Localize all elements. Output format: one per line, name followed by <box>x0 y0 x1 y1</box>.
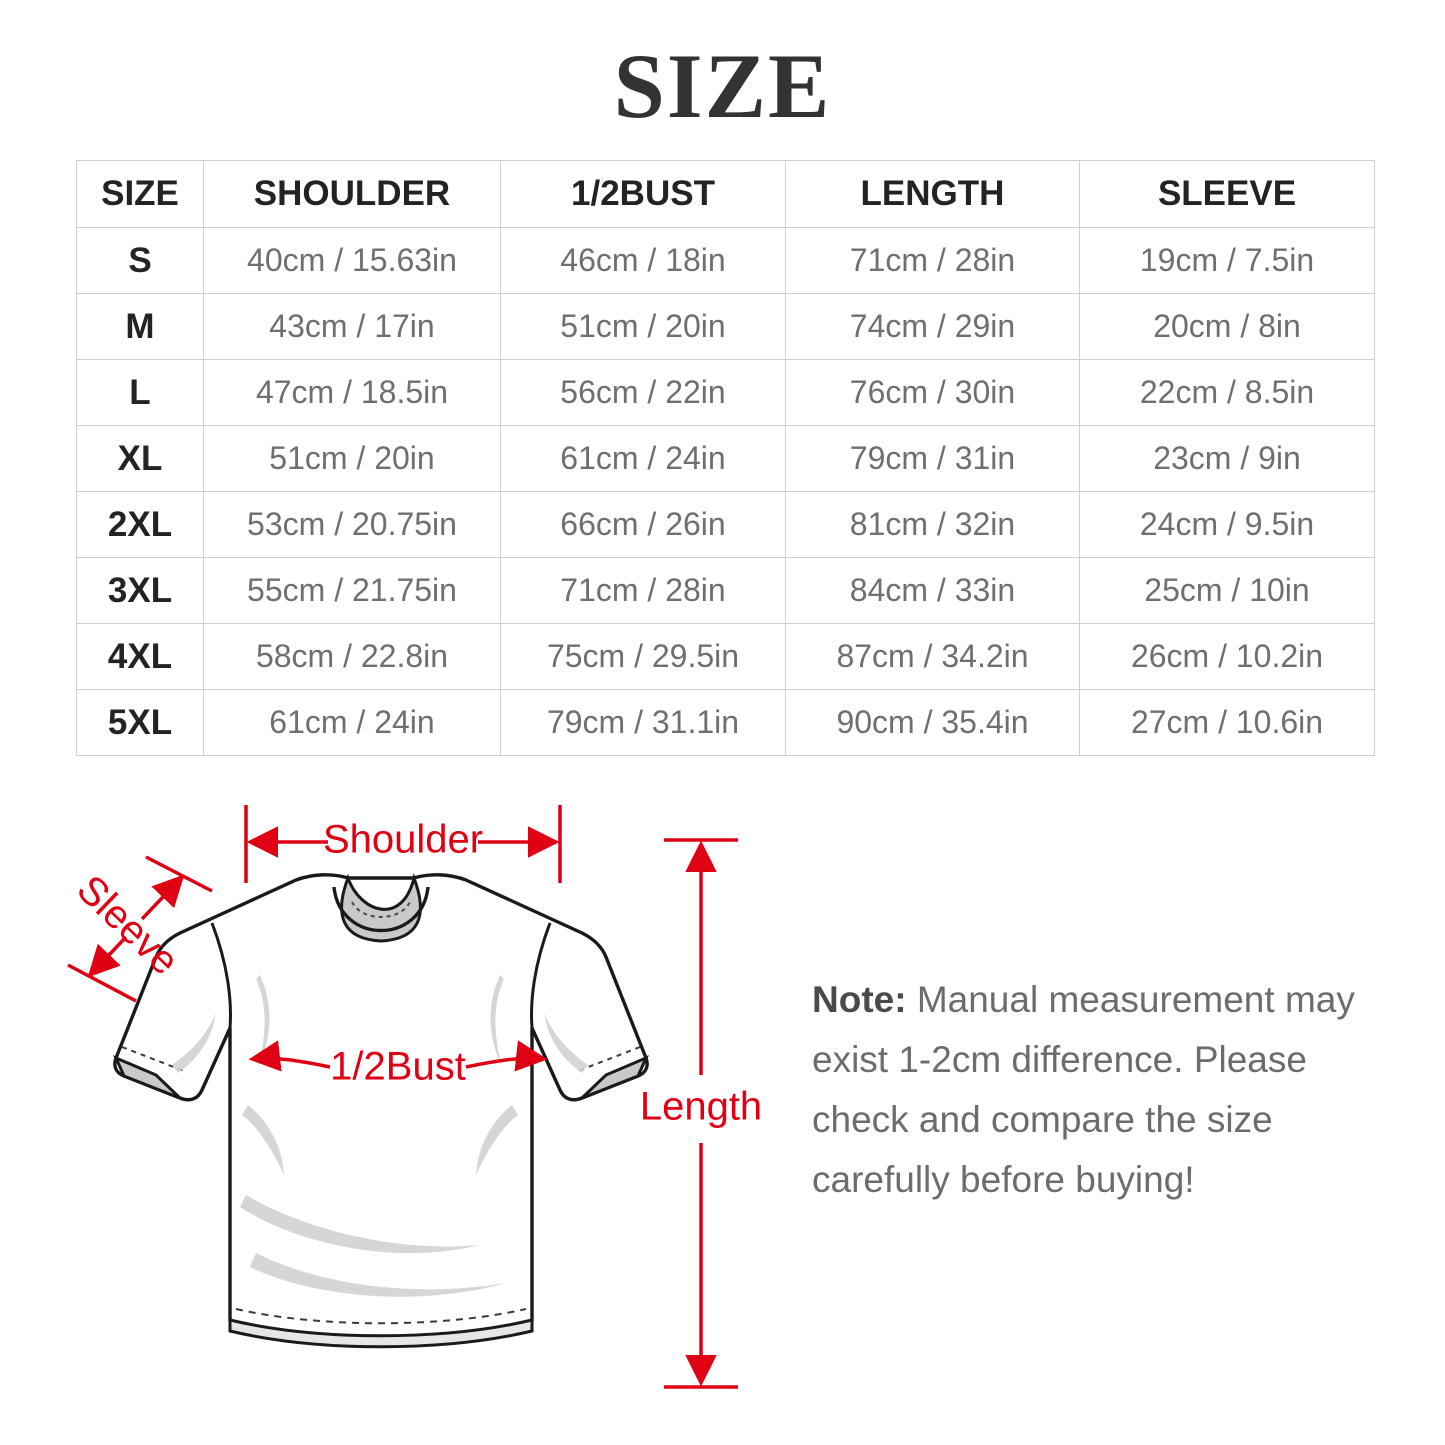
cell-bust: 71cm / 28in <box>500 557 786 624</box>
cell-shoulder: 55cm / 21.75in <box>203 557 501 624</box>
tshirt-left-sleeve-hem <box>113 1055 182 1100</box>
cell-shoulder: 53cm / 20.75in <box>203 491 501 558</box>
measurement-diagram: Shoulder Sleeve 1/2Bust Length Note: Man… <box>0 775 1445 1445</box>
table-body: S 40cm / 15.63in 46cm / 18in 71cm / 28in… <box>76 227 1375 756</box>
length-label: Length <box>640 1085 762 1129</box>
tshirt-left-sleeve-stitch <box>121 1046 185 1072</box>
tshirt-left-shoulder-seam <box>210 922 232 1029</box>
cell-bust: 46cm / 18in <box>500 227 786 294</box>
column-header-shoulder: SHOULDER <box>203 160 501 228</box>
table-row: 5XL 61cm / 24in 79cm / 31.1in 90cm / 35.… <box>76 689 1375 756</box>
cell-bust: 56cm / 22in <box>500 359 786 426</box>
table-row: S 40cm / 15.63in 46cm / 18in 71cm / 28in… <box>76 227 1375 294</box>
cell-sleeve: 24cm / 9.5in <box>1079 491 1375 558</box>
cell-length: 81cm / 32in <box>785 491 1080 558</box>
table-row: L 47cm / 18.5in 56cm / 22in 76cm / 30in … <box>76 359 1375 426</box>
cell-size: XL <box>76 425 204 492</box>
table-header-row: SIZE SHOULDER 1/2BUST LENGTH SLEEVE <box>76 160 1375 228</box>
cell-shoulder: 51cm / 20in <box>203 425 501 492</box>
size-chart-table: SIZE SHOULDER 1/2BUST LENGTH SLEEVE S 40… <box>76 160 1375 756</box>
shoulder-label: Shoulder <box>323 818 483 862</box>
sleeve-tick-upper <box>145 855 213 893</box>
table-row: 3XL 55cm / 21.75in 71cm / 28in 84cm / 33… <box>76 557 1375 624</box>
cell-size: M <box>76 293 204 360</box>
cell-length: 74cm / 29in <box>785 293 1080 360</box>
table-row: 2XL 53cm / 20.75in 66cm / 26in 81cm / 32… <box>76 491 1375 558</box>
cell-shoulder: 40cm / 15.63in <box>203 227 501 294</box>
cell-size: 2XL <box>76 491 204 558</box>
sleeve-arrow-upper <box>140 874 185 921</box>
cell-bust: 75cm / 29.5in <box>500 623 786 690</box>
cell-shoulder: 61cm / 24in <box>203 689 501 756</box>
cell-size: S <box>76 227 204 294</box>
sleeve-label: Sleeve <box>68 867 187 984</box>
tshirt-diagram-svg: Shoulder Sleeve 1/2Bust Length <box>67 805 762 1389</box>
tshirt-bottom-hem-stitch <box>235 1308 527 1325</box>
cell-sleeve: 20cm / 8in <box>1079 293 1375 360</box>
cell-length: 79cm / 31in <box>785 425 1080 492</box>
shoulder-measurement: Shoulder <box>244 805 562 883</box>
page-title: SIZE <box>613 35 832 137</box>
cell-length: 87cm / 34.2in <box>785 623 1080 690</box>
cell-size: 5XL <box>76 689 204 756</box>
column-header-size: SIZE <box>76 160 204 228</box>
cell-bust: 79cm / 31.1in <box>500 689 786 756</box>
table-header: SIZE SHOULDER 1/2BUST LENGTH SLEEVE <box>76 160 1375 228</box>
table-row: XL 51cm / 20in 61cm / 24in 79cm / 31in 2… <box>76 425 1375 492</box>
cell-sleeve: 27cm / 10.6in <box>1079 689 1375 756</box>
tshirt-right-sleeve-stitch <box>577 1046 641 1072</box>
cell-length: 76cm / 30in <box>785 359 1080 426</box>
cell-bust: 51cm / 20in <box>500 293 786 360</box>
cell-shoulder: 58cm / 22.8in <box>203 623 501 690</box>
cell-size: L <box>76 359 204 426</box>
cell-length: 90cm / 35.4in <box>785 689 1080 756</box>
length-measurement: Length <box>640 838 762 1389</box>
cell-sleeve: 26cm / 10.2in <box>1079 623 1375 690</box>
tshirt-right-shoulder-seam <box>530 922 552 1029</box>
column-header-sleeve: SLEEVE <box>1079 160 1375 228</box>
bust-arrow-left <box>248 1040 331 1072</box>
cell-length: 84cm / 33in <box>785 557 1080 624</box>
bust-label: 1/2Bust <box>330 1045 466 1089</box>
sleeve-tick-lower <box>67 963 137 1003</box>
cell-sleeve: 23cm / 9in <box>1079 425 1375 492</box>
cell-length: 71cm / 28in <box>785 227 1080 294</box>
note-block: Note: Manual measurement may exist 1-2cm… <box>812 970 1387 1210</box>
cell-sleeve: 22cm / 8.5in <box>1079 359 1375 426</box>
size-chart-table-container: SIZE SHOULDER 1/2BUST LENGTH SLEEVE S 40… <box>76 160 1375 756</box>
cell-size: 4XL <box>76 623 204 690</box>
tshirt-bottom-hem <box>228 1318 534 1349</box>
tshirt-illustration <box>113 872 649 1349</box>
column-header-bust: 1/2BUST <box>500 160 786 228</box>
note-text: Manual measurement may exist 1-2cm diffe… <box>812 979 1355 1200</box>
sleeve-arrow-lower <box>87 935 128 978</box>
table-row: 4XL 58cm / 22.8in 75cm / 29.5in 87cm / 3… <box>76 623 1375 690</box>
cell-shoulder: 43cm / 17in <box>203 293 501 360</box>
tshirt-body-outline <box>113 873 649 1345</box>
cell-size: 3XL <box>76 557 204 624</box>
cell-bust: 66cm / 26in <box>500 491 786 558</box>
cell-sleeve: 19cm / 7.5in <box>1079 227 1375 294</box>
note-label: Note: <box>812 979 907 1020</box>
bust-arrow-right <box>465 1040 548 1072</box>
table-row: M 43cm / 17in 51cm / 20in 74cm / 29in 20… <box>76 293 1375 360</box>
column-header-length: LENGTH <box>785 160 1080 228</box>
cell-sleeve: 25cm / 10in <box>1079 557 1375 624</box>
tshirt-right-sleeve-hem <box>580 1055 649 1100</box>
cell-shoulder: 47cm / 18.5in <box>203 359 501 426</box>
bust-measurement: 1/2Bust <box>248 1040 548 1089</box>
cell-bust: 61cm / 24in <box>500 425 786 492</box>
tshirt-collar-ribbing <box>332 886 430 933</box>
tshirt-collar-stitch <box>351 901 411 918</box>
